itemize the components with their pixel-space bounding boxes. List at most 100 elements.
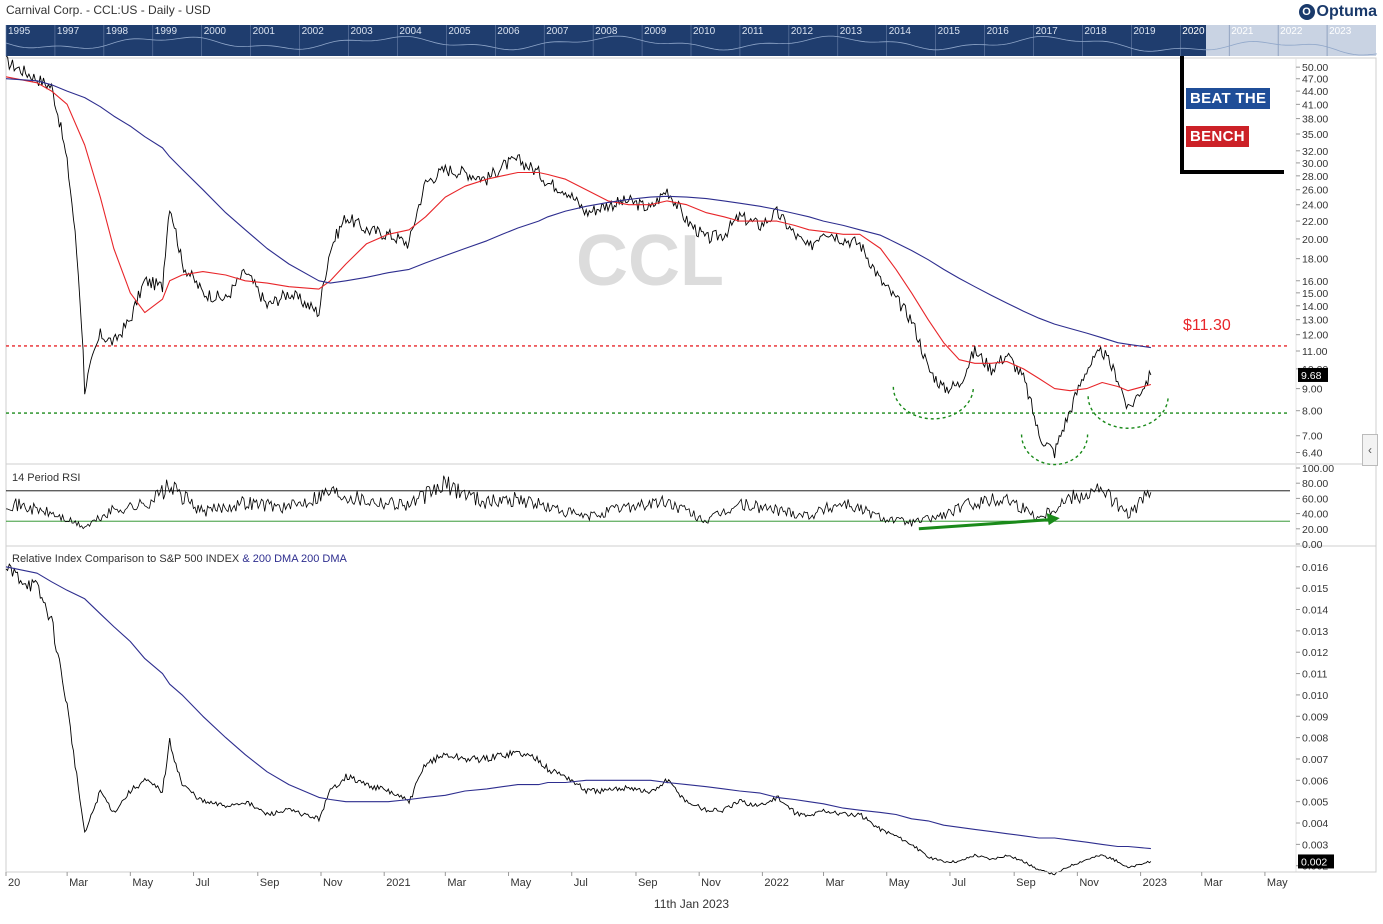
navigator-history-line xyxy=(5,35,1378,56)
navigator-year-label: 2018 xyxy=(1084,26,1107,37)
price-axis-label: 14.00 xyxy=(1302,301,1328,313)
x-axis-label: Sep xyxy=(1016,877,1036,889)
x-axis-label: Jul xyxy=(196,877,210,889)
footer-date: 11th Jan 2023 xyxy=(653,897,730,911)
navigator-year-label: 1998 xyxy=(106,26,129,37)
x-axis-label: Mar xyxy=(447,877,466,889)
x-axis-label: 2022 xyxy=(764,877,788,889)
navigator-year-label: 2022 xyxy=(1280,26,1303,37)
navigator-year-label: 2013 xyxy=(840,26,863,37)
x-axis-label: May xyxy=(1267,877,1288,889)
navigator-year-label: 2002 xyxy=(302,26,325,37)
pattern-arc xyxy=(1087,396,1169,429)
relative-axis-label: 0.011 xyxy=(1302,669,1328,681)
price-line-ccl xyxy=(5,56,1152,459)
price-axis-label: 12.00 xyxy=(1302,330,1328,342)
navigator-year-label: 2005 xyxy=(448,26,471,37)
price-axis-label: 35.00 xyxy=(1302,129,1328,141)
rsi-axis-label: 20.00 xyxy=(1302,524,1328,536)
rsi-axis-label: 0.00 xyxy=(1302,539,1323,551)
navigator-year-label: 1995 xyxy=(8,26,31,37)
rsi-divergence-arrow-head xyxy=(1046,513,1060,526)
navigator-year-label: 2008 xyxy=(595,26,618,37)
price-axis-label: 20.00 xyxy=(1302,234,1328,246)
relative-axis-label: 0.007 xyxy=(1302,754,1328,766)
price-axis-label: 18.00 xyxy=(1302,254,1328,266)
rsi-axis-label: 100.00 xyxy=(1302,463,1334,475)
badge-line-2: BENCH xyxy=(1186,126,1249,147)
price-axis-label: 47.00 xyxy=(1302,74,1328,86)
navigator-year-label: 2010 xyxy=(693,26,716,37)
x-axis-label: 20 xyxy=(8,877,20,889)
rsi-axis-label: 60.00 xyxy=(1302,493,1328,505)
x-axis-label: Mar xyxy=(826,877,845,889)
x-axis-label: Nov xyxy=(323,877,343,889)
navigator-year-label: 2012 xyxy=(791,26,814,37)
x-axis-label: Jul xyxy=(574,877,588,889)
price-axis-label: 6.40 xyxy=(1302,448,1323,460)
rsi-line xyxy=(5,475,1152,530)
navigator-year-label: 2023 xyxy=(1329,26,1352,37)
relative-axis-label: 0.006 xyxy=(1302,775,1328,787)
x-axis-label: Mar xyxy=(1204,877,1223,889)
price-axis-label: 9.00 xyxy=(1302,384,1323,396)
relative-axis-label: 0.005 xyxy=(1302,797,1328,809)
navigator-year-label: 2017 xyxy=(1036,26,1059,37)
x-axis-label: 2023 xyxy=(1143,877,1167,889)
resistance-label: $11.30 xyxy=(1183,317,1231,334)
navigator-year-label: 2014 xyxy=(889,26,912,37)
relative-axis-label: 0.008 xyxy=(1302,733,1328,745)
price-axis-label: 28.00 xyxy=(1302,171,1328,183)
navigator-year-label: 2001 xyxy=(253,26,276,37)
navigator-year-label: 2007 xyxy=(546,26,569,37)
price-axis-label: 50.00 xyxy=(1302,62,1328,74)
navigator-year-label: 2021 xyxy=(1231,26,1254,37)
rsi-axis-label: 40.00 xyxy=(1302,509,1328,521)
relative-axis-label: 0.014 xyxy=(1302,605,1328,617)
price-axis-label: 22.00 xyxy=(1302,216,1328,228)
rsi-title: 14 Period RSI xyxy=(12,472,80,484)
pattern-arc xyxy=(1020,434,1089,466)
rsi-divergence-arrow xyxy=(918,518,1050,531)
price-axis-label: 16.00 xyxy=(1302,276,1328,288)
relative-axis-label: 0.009 xyxy=(1302,711,1328,723)
relative-axis-label: 0.016 xyxy=(1302,562,1328,574)
price-axis-label: 38.00 xyxy=(1302,114,1328,126)
navigator-year-label: 2003 xyxy=(351,26,374,37)
relative-last-value-label: 0.002 xyxy=(1301,856,1327,868)
panel-collapse-tab[interactable]: ‹ xyxy=(1362,434,1378,466)
chart-title: Carnival Corp. - CCL:US - Daily - USD xyxy=(6,3,211,17)
x-axis-label: Sep xyxy=(260,877,280,889)
price-axis-label: 32.00 xyxy=(1302,146,1328,158)
navigator-year-label: 1997 xyxy=(57,26,80,37)
price-axis-label: 13.00 xyxy=(1302,315,1328,327)
navigator-year-label: 2006 xyxy=(497,26,520,37)
navigator-year-label: 2016 xyxy=(987,26,1010,37)
price-axis-label: 8.00 xyxy=(1302,406,1323,418)
x-axis-label: Nov xyxy=(701,877,721,889)
x-axis-label: Jul xyxy=(952,877,966,889)
navigator-year-label: 2019 xyxy=(1133,26,1156,37)
chart-frame xyxy=(5,57,1377,873)
x-axis-label: Mar xyxy=(69,877,88,889)
navigator-window xyxy=(1206,25,1376,56)
navigator-year-label: 1999 xyxy=(155,26,178,37)
optuma-logo-text: Optuma xyxy=(1316,3,1377,20)
optuma-logo: O Optuma xyxy=(1298,3,1377,21)
x-axis-label: May xyxy=(132,877,153,889)
navigator-year-label: 2015 xyxy=(938,26,961,37)
relative-axis-label: 0.013 xyxy=(1302,626,1328,638)
navigator-year-label: 2009 xyxy=(644,26,667,37)
price-axis-label: 41.00 xyxy=(1302,99,1328,111)
badge-line-1: BEAT THE xyxy=(1186,88,1271,109)
price-axis-label: 30.00 xyxy=(1302,158,1328,170)
price-last-value-box xyxy=(1298,367,1328,382)
x-axis-label: May xyxy=(889,877,910,889)
navigator-year-label: 2004 xyxy=(399,26,422,37)
navigator-year-label: 2011 xyxy=(742,26,764,37)
beat-the-bench-badge: BEAT THE BENCH xyxy=(1180,56,1292,174)
navigator-year-label: 2020 xyxy=(1182,26,1205,37)
relative-axis-label: 0.004 xyxy=(1302,818,1328,830)
relative-axis-label: 0.015 xyxy=(1302,583,1328,595)
